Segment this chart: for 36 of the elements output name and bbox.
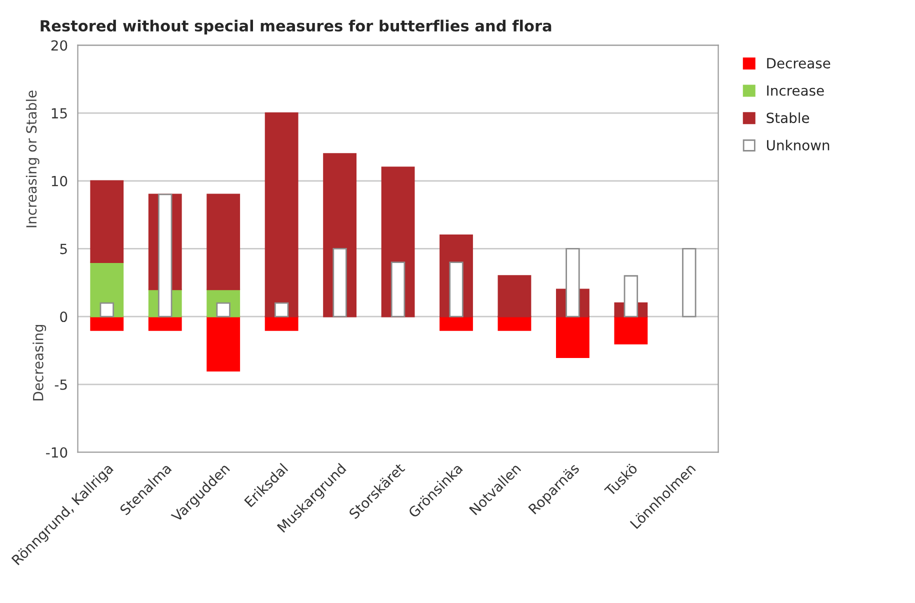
bar xyxy=(100,302,114,318)
chart-title: Restored without special measures for butterflies and flora xyxy=(40,20,552,35)
bar xyxy=(556,316,590,358)
bar xyxy=(206,194,240,290)
legend-label: Increase xyxy=(767,85,824,96)
y-tick-label: -10 xyxy=(46,447,68,458)
legend-label: Stable xyxy=(766,112,810,124)
bar xyxy=(264,112,298,318)
y-tick-label: 0 xyxy=(60,312,68,322)
bar xyxy=(274,302,289,318)
y-axis-title: Increasing or Stable xyxy=(26,90,40,228)
bar xyxy=(264,316,298,331)
bar xyxy=(90,316,124,331)
bar xyxy=(682,248,696,318)
bar xyxy=(449,262,464,318)
legend-label: Unknown xyxy=(767,140,830,150)
y-tick-label: 15 xyxy=(52,108,67,119)
bar xyxy=(390,262,406,318)
text: Decreasing xyxy=(32,324,46,400)
bar xyxy=(206,316,240,372)
bar xyxy=(148,316,182,331)
bar xyxy=(498,275,532,318)
bar xyxy=(90,180,124,263)
bar xyxy=(498,316,532,331)
bar xyxy=(614,316,648,344)
y-tick-label: 5 xyxy=(60,244,67,254)
bar xyxy=(332,248,347,318)
y-tick-label: 10 xyxy=(52,176,68,186)
y-tick-label: 20 xyxy=(51,40,68,51)
y-tick-label: -5 xyxy=(54,380,67,390)
legend-label: Decrease xyxy=(767,58,830,68)
bar xyxy=(216,302,230,318)
bar xyxy=(566,248,580,318)
bar xyxy=(158,194,172,318)
bar xyxy=(624,275,638,318)
bar xyxy=(440,316,473,331)
